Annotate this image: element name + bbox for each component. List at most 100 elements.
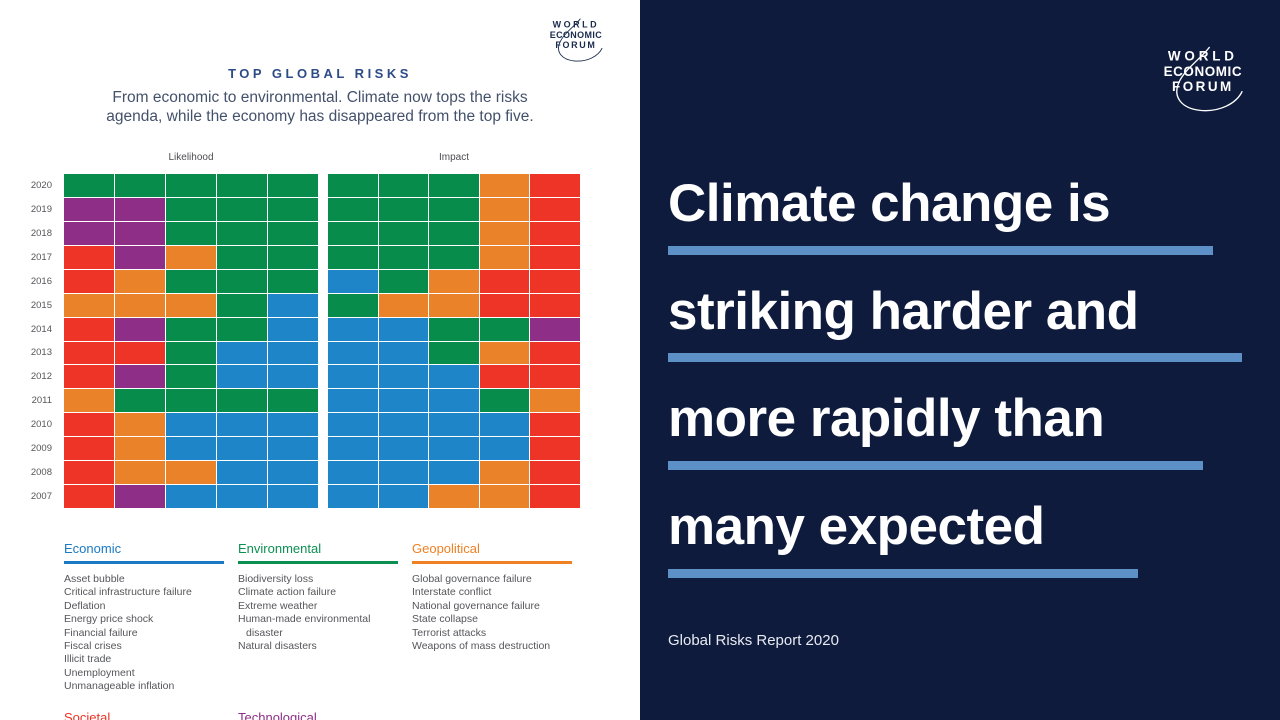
risk-cell-technological [115,221,165,245]
risk-cell-geopolitical [64,389,114,413]
wef-logo-icon: WORLD ECONOMIC FORUM [1164,46,1243,112]
legend-column-societal: Societal [64,710,224,720]
legend-column-environmental: Environmental Biodiversity loss Climate ac… [238,541,398,694]
risk-cell-societal [530,341,580,365]
risk-cell-geopolitical [166,461,216,485]
headline-text-3: more rapidly than [668,389,1105,449]
risk-cell-economic [217,365,267,389]
risk-cell-environmental [217,317,267,341]
risk-cell-societal [530,174,580,197]
risk-cell-environmental [268,221,318,245]
risk-cell-geopolitical [479,245,530,269]
risk-cell-environmental [217,197,267,221]
year-label: 2013 [30,347,52,359]
risk-cell-economic [378,341,429,365]
legend-item: Critical infrastructure failure [64,586,192,599]
headline-poster-panel: WORLD ECONOMIC FORUM Climate change is s… [640,0,1280,720]
wef-logo: WORLD ECONOMIC FORUM [542,18,606,68]
risk-cell-economic [268,413,318,437]
risk-cell-societal [479,269,530,293]
risk-cell-economic [429,461,479,485]
report-source: Global Risks Report 2020 [668,632,839,649]
svg-text:WORLD: WORLD [1168,48,1238,63]
risk-cell-economic [217,341,267,365]
year-axis: 2020 2019 2018 2017 2016 2015 2014 2013 2012 2011… [0,174,52,508]
risk-cell-environmental [217,174,267,197]
risk-cell-environmental [429,174,479,197]
risk-cell-technological [530,317,580,341]
risk-cell-geopolitical [166,245,216,269]
risk-cell-economic [328,389,378,413]
risk-cell-geopolitical [429,269,479,293]
legend-heading: Economic [64,541,122,556]
year-label: 2012 [30,371,52,383]
risk-cell-economic [166,413,216,437]
risk-cell-economic [268,485,318,508]
risk-cell-technological [115,197,165,221]
risk-cell-environmental [115,389,165,413]
legend-item: Asset bubble [64,573,125,585]
risk-cell-environmental [166,317,216,341]
risk-cell-economic [166,437,216,461]
risk-cell-environmental [479,389,530,413]
impact-heatmap [328,174,580,508]
risk-cell-environmental [268,269,318,293]
legend-heading: Geopolitical [412,541,480,556]
page-title: TOP GLOBAL RISKS [228,66,412,81]
risk-cell-societal [64,317,114,341]
risk-cell-economic [268,461,318,485]
svg-text:FORUM: FORUM [1172,79,1234,94]
risk-cell-environmental [217,389,267,413]
subtitle-line-2: agenda, while the economy has disappeare… [106,108,534,125]
legend-rule [64,561,224,564]
legend-item: Financial failure [64,626,138,639]
legend-item: Interstate conflict [412,586,492,599]
risk-cell-technological [115,317,165,341]
wef-logo: WORLD ECONOMIC FORUM [1152,46,1248,121]
risk-cell-environmental [378,221,429,245]
legend-column-economic: Economic Asset bubble Critical infrastruct… [64,541,224,694]
risk-cell-environmental [378,245,429,269]
year-label: 2015 [30,299,52,311]
year-label: 2010 [30,418,52,430]
risk-cell-geopolitical [64,293,114,317]
likelihood-heatmap [64,174,318,508]
risk-cell-societal [530,437,580,461]
risk-cell-environmental [479,317,530,341]
legend-item: Biodiversity loss [238,573,314,585]
legend-item-list: Biodiversity loss Climate action failure E… [238,573,398,653]
headline-line: many expected [668,499,1242,578]
risk-cell-societal [530,221,580,245]
headline-underline-1 [668,245,1213,255]
risk-cell-geopolitical [479,485,530,508]
risk-cell-economic [268,317,318,341]
risk-cell-technological [115,485,165,508]
risk-cell-societal [530,461,580,485]
legend-item: Unemployment [64,666,135,679]
risk-cell-environmental [429,341,479,365]
risk-cell-societal [64,461,114,485]
risk-cell-geopolitical [479,197,530,221]
risk-cell-economic [479,437,530,461]
risk-cell-geopolitical [115,437,165,461]
svg-text:FORUM: FORUM [555,40,596,50]
legend-rule [238,561,398,564]
risk-cell-societal [64,245,114,269]
headline-underline-2 [668,353,1242,363]
risk-cell-economic [268,341,318,365]
risk-cell-technological [115,365,165,389]
risk-cell-geopolitical [115,293,165,317]
risk-cell-economic [328,461,378,485]
year-label: 2020 [30,180,52,192]
impact-column-header: Impact [438,152,469,163]
legend-item: National governance failure [412,599,540,612]
risk-cell-environmental [166,221,216,245]
risk-cell-economic [328,317,378,341]
risk-cell-societal [64,437,114,461]
year-label: 2008 [30,466,52,478]
risk-cell-environmental [217,221,267,245]
risk-cell-economic [429,365,479,389]
headline-text-4: many expected [668,496,1045,556]
legend-item: Extreme weather [238,599,318,612]
